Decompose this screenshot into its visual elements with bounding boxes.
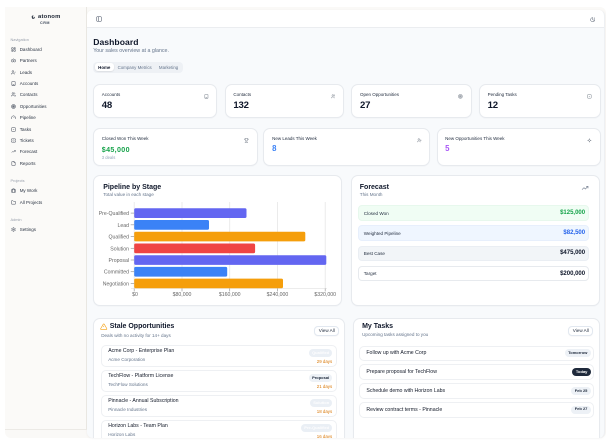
svg-text:Negotiation: Negotiation (103, 282, 129, 288)
svg-text:Qualified: Qualified (108, 235, 129, 241)
svg-text:$160,000: $160,000 (219, 292, 241, 298)
svg-text:Lead: Lead (117, 223, 129, 229)
svg-text:$80,000: $80,000 (173, 292, 192, 298)
svg-text:$240,000: $240,000 (267, 292, 289, 298)
svg-text:Proposal: Proposal (108, 258, 128, 264)
svg-text:Committed: Committed (104, 270, 129, 276)
svg-text:$0: $0 (132, 292, 138, 298)
svg-text:Pre-Qualified: Pre-Qualified (99, 211, 129, 217)
svg-text:$320,000: $320,000 (314, 292, 336, 298)
svg-text:Solution: Solution (110, 247, 129, 253)
